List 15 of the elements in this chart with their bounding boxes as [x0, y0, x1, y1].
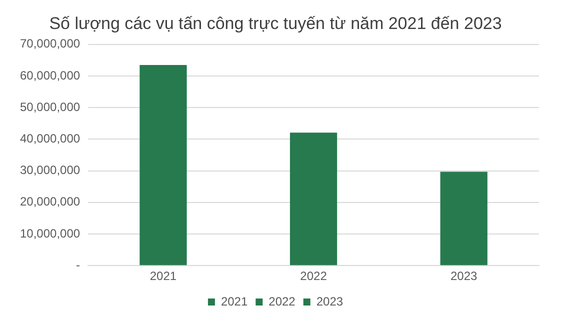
y-tick-label: 30,000,000 — [20, 163, 80, 178]
y-tick-label: 10,000,000 — [20, 226, 80, 240]
x-tick-label: 2021 — [150, 269, 177, 284]
y-tick-label: 60,000,000 — [20, 68, 80, 82]
y-tick-label: 50,000,000 — [20, 100, 80, 114]
legend-label: 2022 — [268, 294, 296, 308]
x-tick-label: 2022 — [300, 269, 328, 284]
legend-label: 2021 — [220, 294, 248, 308]
y-tick-label: - — [76, 258, 80, 272]
y-tick-label: 40,000,000 — [20, 132, 80, 146]
y-tick-label: 70,000,000 — [20, 36, 80, 51]
legend-label: 2023 — [316, 294, 344, 308]
y-tick-label: 20,000,000 — [20, 194, 80, 209]
x-tick-label: 2023 — [450, 269, 478, 284]
chart-title: Số lượng các vụ tấn công trực tuyến từ năm 2021 đến 2023 — [49, 14, 502, 33]
